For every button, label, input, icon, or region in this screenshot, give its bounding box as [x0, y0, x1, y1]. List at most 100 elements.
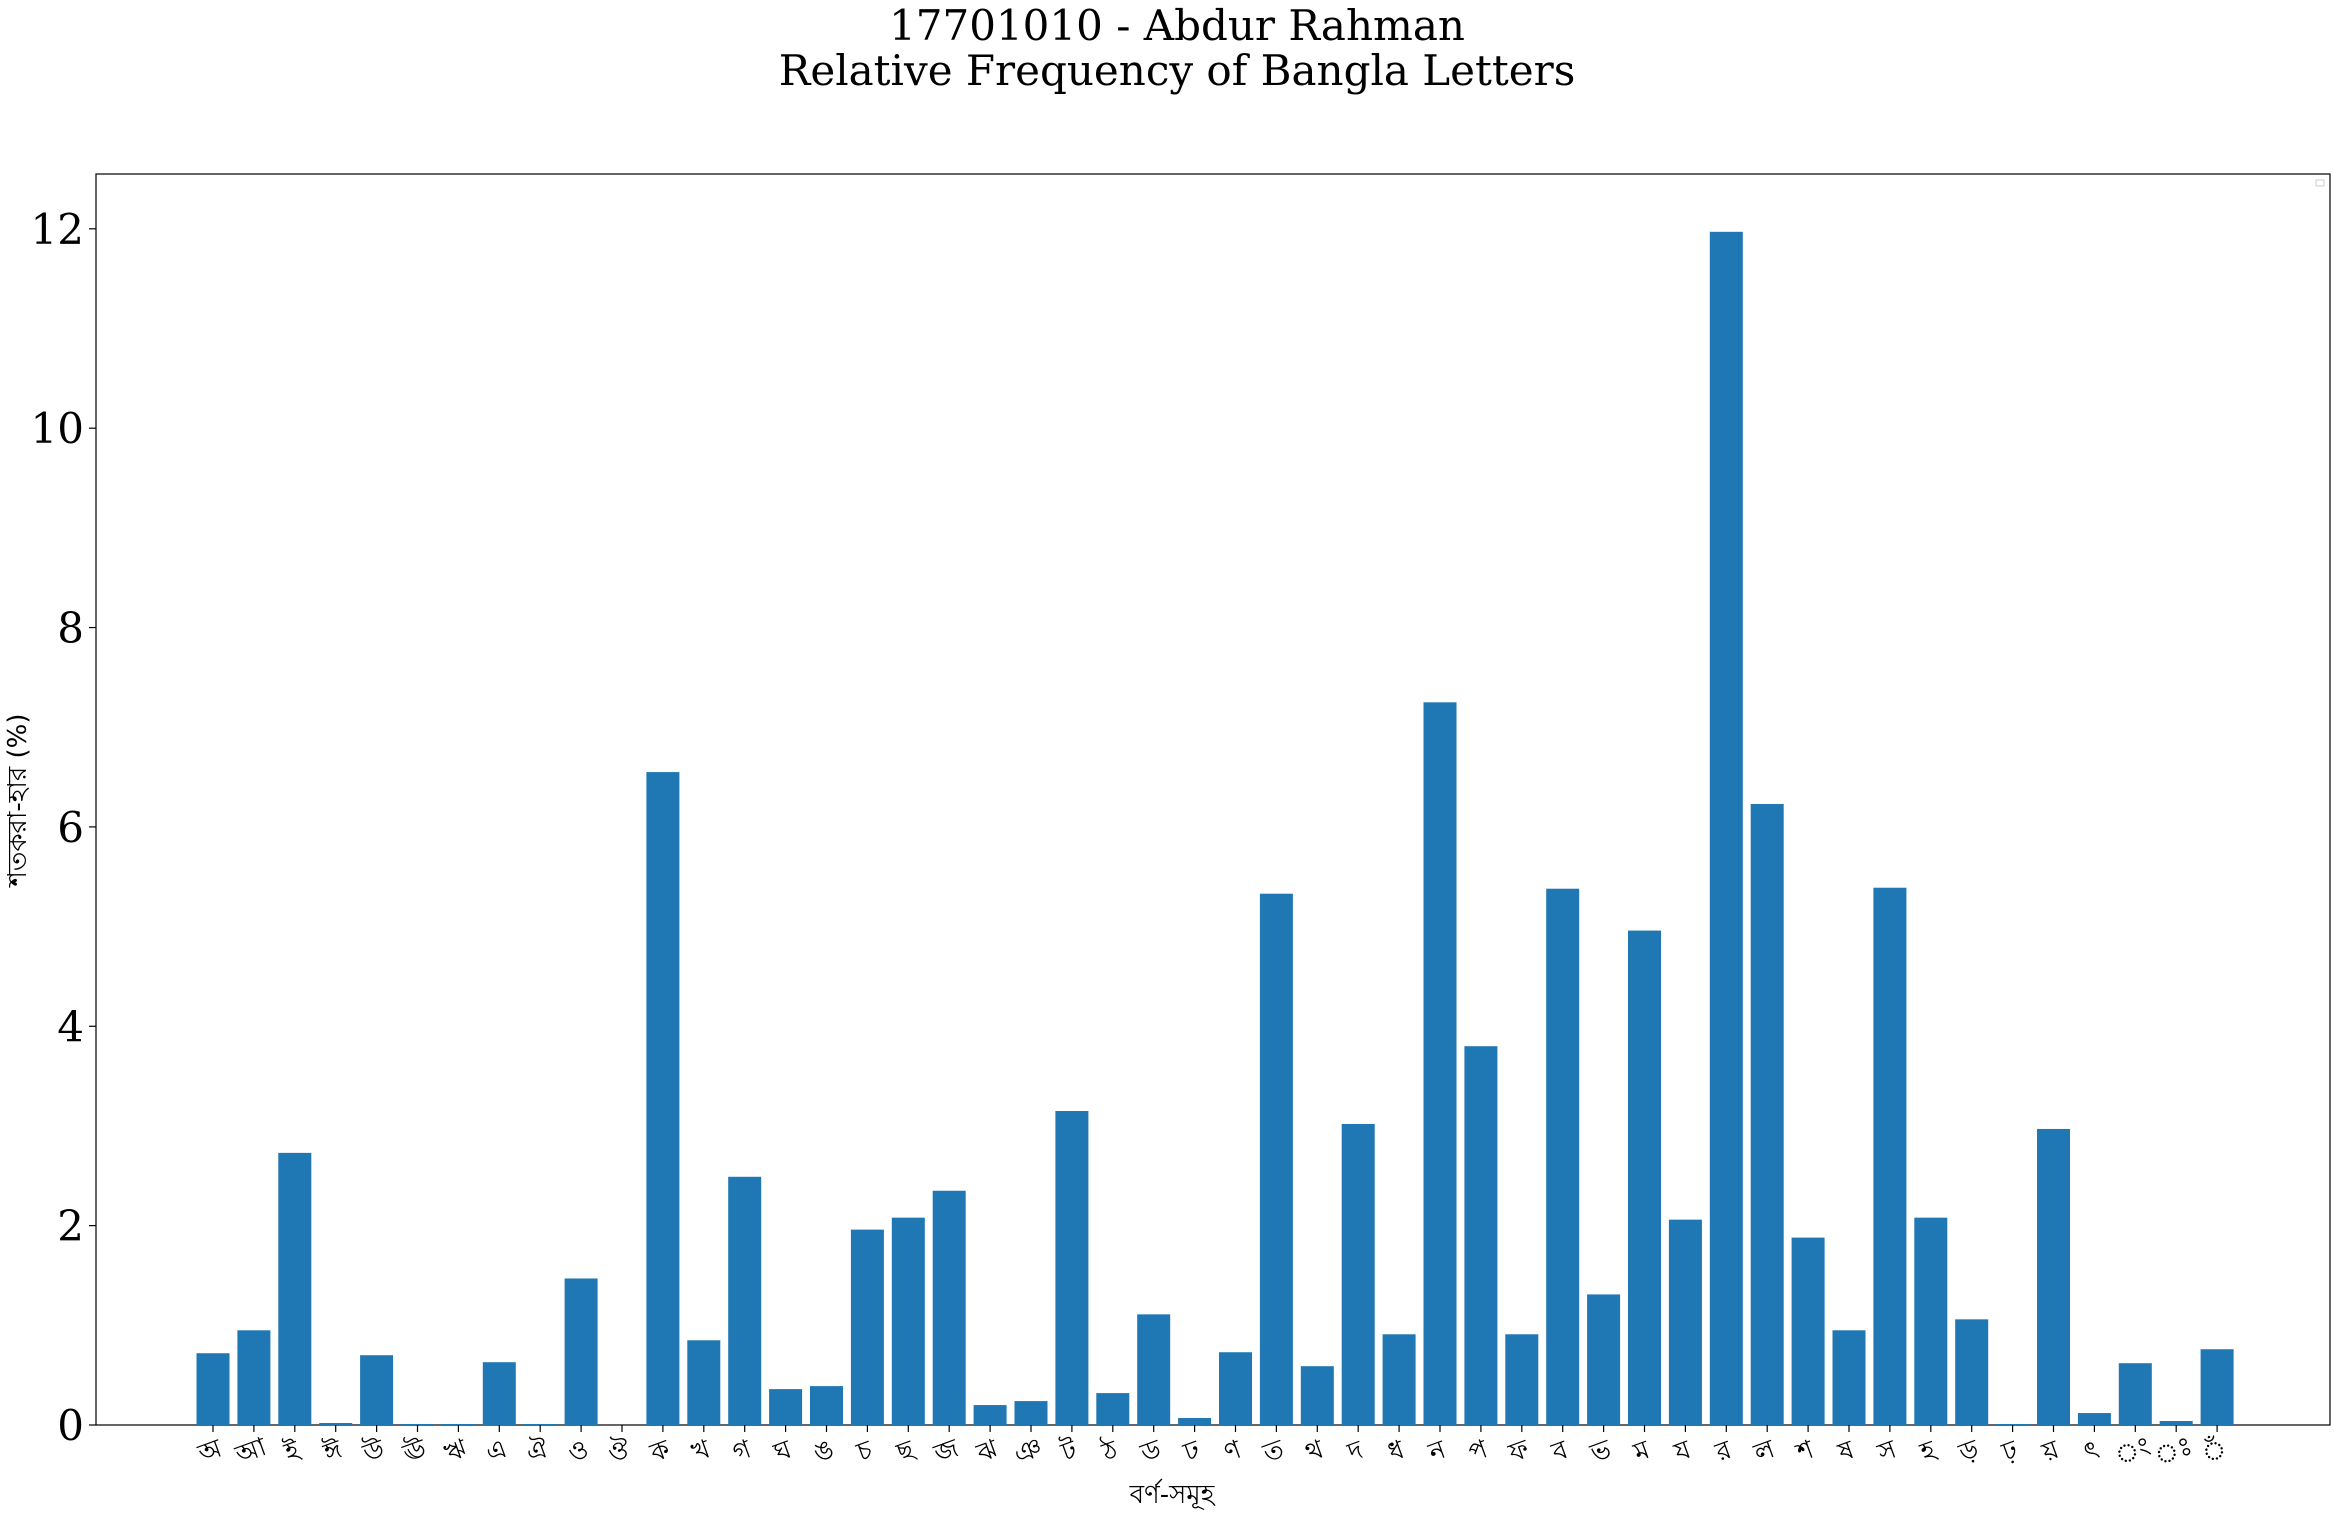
x-tick-label: ল	[1749, 1434, 1779, 1469]
x-tick-label: ঔ	[603, 1432, 634, 1469]
bar	[1341, 1123, 1375, 1425]
bar	[441, 1424, 475, 1425]
x-tick-label: অ	[194, 1433, 227, 1469]
x-tick-label: চ	[852, 1435, 877, 1469]
bar	[237, 1330, 271, 1425]
x-tick-label: শ	[1791, 1435, 1818, 1469]
y-axis-label: শতকরা-হার (%)	[3, 713, 33, 888]
x-axis-label: বর্ণ-সমূহ	[1129, 1479, 1216, 1510]
bar	[1505, 1334, 1539, 1425]
bar	[1219, 1352, 1252, 1425]
x-tick-label: র	[1711, 1435, 1736, 1469]
chart-title-line-1: 17701010 - Abdur Rahman	[889, 1, 1465, 50]
bar	[1914, 1217, 1948, 1425]
x-tick-label: য	[1670, 1434, 1696, 1468]
y-axis-ticks: 0 2 4 6 8 10 12	[31, 205, 96, 1450]
bar	[769, 1389, 803, 1425]
x-tick-label: ঘ	[769, 1434, 796, 1468]
bar	[728, 1176, 762, 1425]
bar	[1055, 1111, 1089, 1425]
bar	[1382, 1334, 1416, 1425]
x-tick-label: ঃ	[2150, 1431, 2196, 1472]
x-tick-label: ঢ়	[1997, 1435, 2022, 1469]
x-tick-label: স	[1873, 1434, 1901, 1469]
x-tick-label: প	[1465, 1434, 1492, 1468]
bar	[1668, 1219, 1702, 1425]
y-tick-label: 6	[57, 803, 84, 852]
x-tick-label: ঙ	[810, 1434, 838, 1469]
bar	[646, 772, 680, 1425]
x-tick-label: ড	[1136, 1434, 1166, 1469]
bar	[1873, 887, 1907, 1425]
bar	[319, 1423, 353, 1425]
bars-group	[196, 231, 2234, 1425]
x-tick-label: ঝ	[972, 1434, 1003, 1470]
y-tick-label: 8	[57, 604, 84, 653]
x-tick-label: উ	[358, 1432, 390, 1470]
x-tick-label: য়	[2037, 1435, 2063, 1469]
x-tick-label: থ	[1302, 1434, 1329, 1468]
x-tick-label: ঞ	[1010, 1433, 1046, 1471]
y-tick-label: 0	[57, 1401, 84, 1450]
bar	[687, 1340, 721, 1425]
bar	[1709, 231, 1743, 1425]
x-tick-label: ই	[279, 1434, 305, 1469]
bar	[482, 1362, 516, 1425]
chart-title-line-2: Relative Frequency of Bangla Letters	[779, 46, 1576, 95]
x-tick-label: ঢ	[1179, 1434, 1205, 1468]
bar	[2037, 1128, 2070, 1425]
x-tick-label: ঈ	[319, 1433, 347, 1469]
x-tick-label: দ	[1343, 1435, 1367, 1468]
x-tick-label: জ	[929, 1433, 963, 1470]
x-tick-label: ন	[1424, 1435, 1450, 1469]
x-tick-label: ৎ	[2080, 1435, 2103, 1468]
x-tick-label: ঐ	[522, 1432, 553, 1469]
x-tick-label: ট	[1056, 1433, 1082, 1469]
x-tick-label: ভ	[1586, 1434, 1616, 1469]
bar	[1628, 930, 1661, 1425]
bar	[401, 1424, 434, 1425]
bar	[1546, 888, 1580, 1425]
x-tick-label: ম	[1629, 1435, 1654, 1469]
bar	[932, 1190, 966, 1425]
bar	[1832, 1330, 1866, 1425]
x-tick-label: ধ	[1384, 1435, 1408, 1468]
x-tick-label: ঁ	[2197, 1432, 2231, 1470]
bar	[973, 1405, 1007, 1425]
x-tick-label: খ	[688, 1434, 715, 1468]
bar	[2159, 1421, 2193, 1425]
x-tick-label: ত	[1258, 1434, 1288, 1469]
bar	[564, 1278, 598, 1425]
bar	[196, 1353, 230, 1425]
x-tick-label: ব	[1547, 1435, 1572, 1469]
bar	[1423, 702, 1457, 1425]
x-tick-label: আ	[231, 1432, 271, 1471]
bar	[1750, 803, 1784, 1425]
x-tick-label: ঋ	[440, 1434, 471, 1470]
bar	[891, 1217, 925, 1425]
bar	[1996, 1424, 2030, 1425]
bar	[2200, 1349, 2234, 1425]
x-tick-label: ক	[646, 1434, 675, 1469]
bar	[850, 1229, 884, 1425]
bar	[1259, 893, 1293, 1425]
x-tick-label: ঠ	[1097, 1433, 1123, 1469]
bar	[278, 1152, 312, 1425]
bar	[1464, 1046, 1498, 1425]
y-tick-label: 2	[57, 1202, 84, 1251]
bar	[1300, 1366, 1334, 1425]
y-tick-label: 12	[31, 205, 84, 254]
legend-box	[2315, 179, 2325, 187]
bar	[1014, 1401, 1048, 1425]
y-tick-label: 10	[31, 404, 84, 453]
bar	[1955, 1319, 1989, 1425]
bar	[1096, 1393, 1130, 1425]
x-tick-label: ং	[2111, 1431, 2155, 1471]
x-tick-label: এ	[482, 1434, 511, 1469]
bar	[523, 1424, 557, 1425]
bar	[1178, 1418, 1212, 1425]
bar	[1137, 1314, 1171, 1425]
y-tick-label: 4	[57, 1002, 84, 1051]
bar	[2118, 1363, 2152, 1425]
